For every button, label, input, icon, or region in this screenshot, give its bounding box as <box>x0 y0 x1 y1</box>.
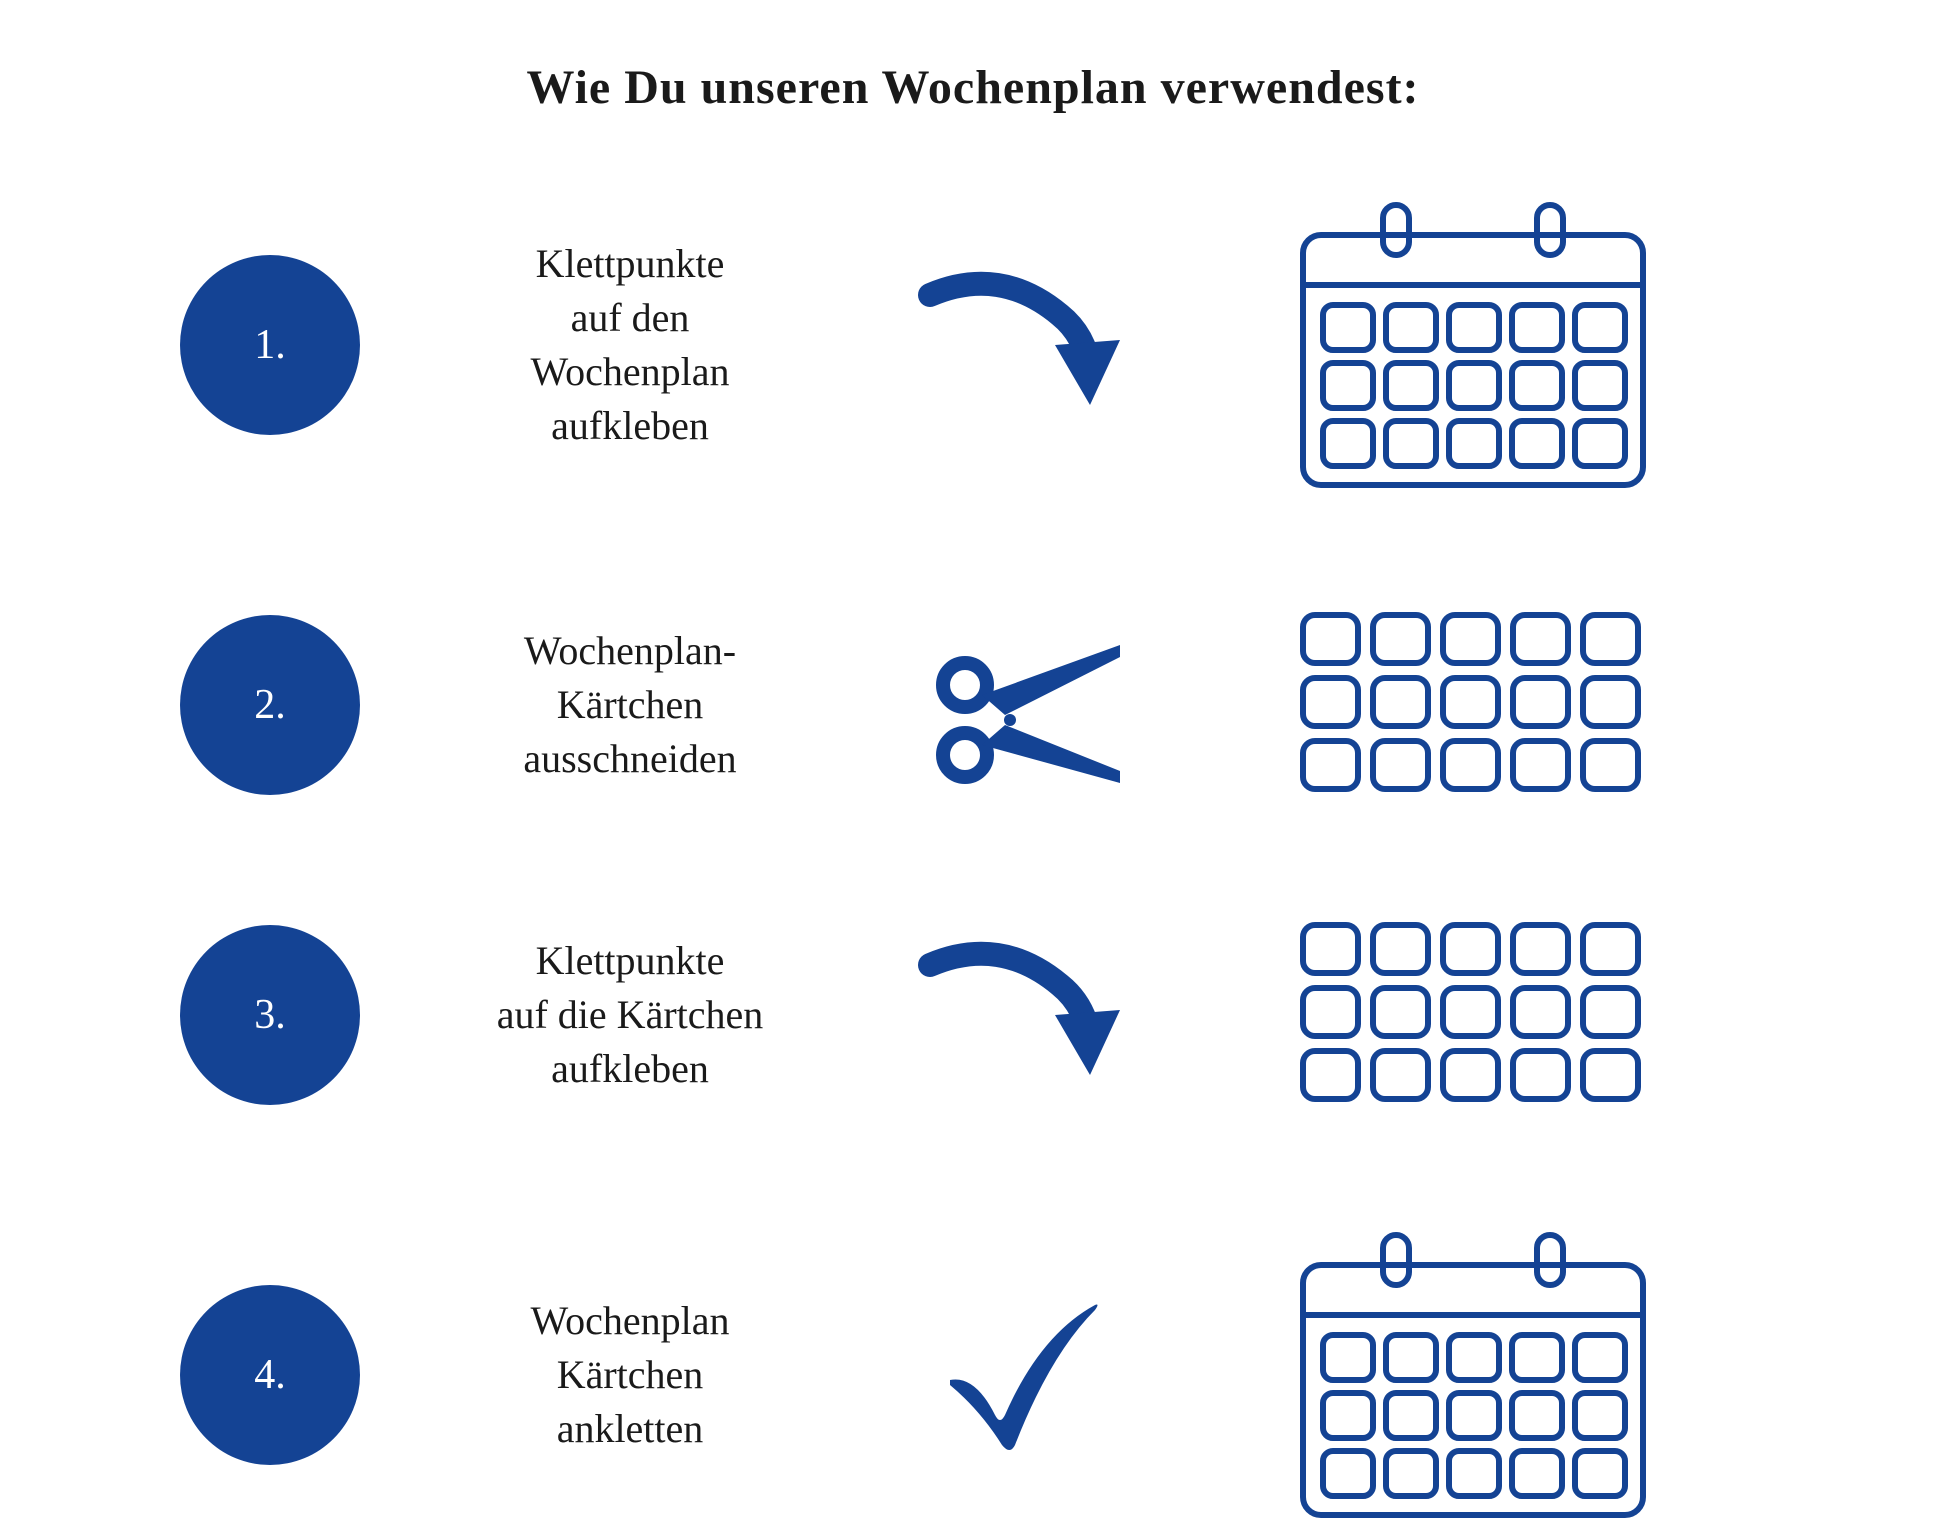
step-number-circle: 2. <box>180 615 360 795</box>
steps-container: 1. Klettpunkteauf denWochenplanaufkleben <box>0 115 1946 1525</box>
step-graphic-cell <box>1180 1225 1766 1525</box>
step-text: Klettpunkteauf die Kärtchenaufkleben <box>420 934 840 1096</box>
step-number: 1. <box>254 321 286 369</box>
step-row-1: 1. Klettpunkteauf denWochenplanaufkleben <box>180 195 1766 495</box>
step-row-4: 4. WochenplanKärtchenankletten <box>180 1225 1766 1525</box>
step-number-circle: 1. <box>180 255 360 435</box>
step-icon-cell <box>880 255 1160 435</box>
step-number: 4. <box>254 1351 286 1399</box>
step-number-circle: 4. <box>180 1285 360 1465</box>
step-number: 2. <box>254 681 286 729</box>
step-graphic-cell <box>1180 605 1766 805</box>
scissors-icon <box>910 615 1130 795</box>
step-row-3: 3. Klettpunkteauf die Kärtchenaufkleben <box>180 915 1766 1115</box>
page-title: Wie Du unseren Wochenplan verwendest: <box>0 0 1946 115</box>
calendar-icon <box>1293 1225 1653 1525</box>
calendar-icon <box>1293 195 1653 495</box>
step-number-circle: 3. <box>180 925 360 1105</box>
cards-grid-icon <box>1293 605 1653 805</box>
step-text: Wochenplan-Kärtchenausschneiden <box>420 624 840 786</box>
step-number: 3. <box>254 991 286 1039</box>
step-icon-cell <box>880 925 1160 1105</box>
arrow-curve-icon <box>910 925 1130 1105</box>
arrow-curve-icon <box>910 255 1130 435</box>
step-row-2: 2. Wochenplan-Kärtchenausschneiden <box>180 605 1766 805</box>
step-text: WochenplanKärtchenankletten <box>420 1294 840 1456</box>
step-graphic-cell <box>1180 195 1766 495</box>
step-icon-cell <box>880 615 1160 795</box>
step-text: Klettpunkteauf denWochenplanaufkleben <box>420 237 840 453</box>
cards-grid-icon <box>1293 915 1653 1115</box>
step-graphic-cell <box>1180 915 1766 1115</box>
checkmark-icon <box>920 1285 1120 1465</box>
step-icon-cell <box>880 1285 1160 1465</box>
